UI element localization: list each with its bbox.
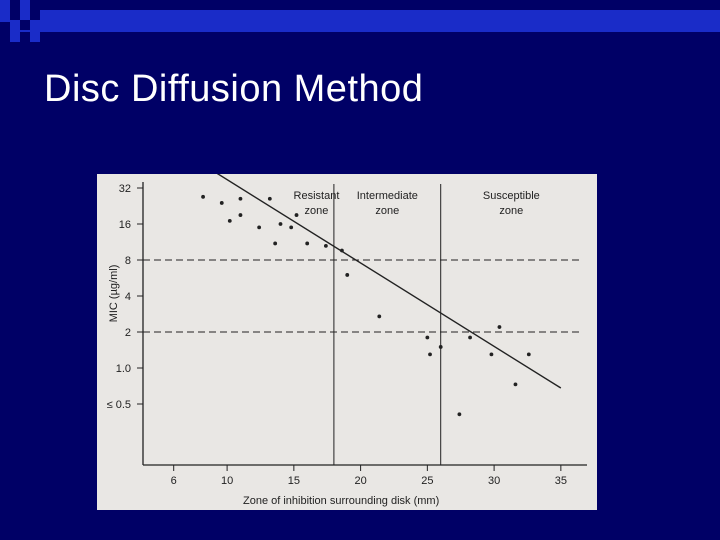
y-tick-label: 1.0 [116, 363, 131, 375]
regression-line [216, 174, 562, 389]
y-tick-label: 4 [125, 291, 131, 303]
zone-label-line2: zone [499, 205, 523, 217]
zone-label-line1: Resistant [294, 190, 340, 202]
y-tick-label: 32 [119, 183, 131, 195]
data-point [267, 196, 272, 201]
x-tick-label: 20 [354, 475, 366, 487]
data-point [457, 412, 462, 417]
data-point [489, 352, 494, 357]
data-point [497, 325, 502, 329]
y-tick-label: 8 [125, 255, 131, 267]
x-tick-label: 6 [171, 475, 177, 487]
y-tick-label: 2 [125, 327, 131, 339]
data-point [219, 201, 224, 205]
mic-zone-chart: ≤ 0.51.02481632646101520253035 Resistant… [97, 174, 597, 510]
zone-label-line2: zone [375, 205, 399, 217]
data-point [227, 218, 232, 223]
data-point [323, 243, 328, 248]
data-point [238, 213, 243, 217]
x-tick-label: 35 [555, 475, 567, 487]
data-point [513, 382, 518, 387]
data-point [345, 273, 350, 277]
data-point [438, 345, 443, 349]
data-point [289, 225, 294, 230]
zone-label-line1: Intermediate [357, 190, 418, 202]
chart-svg: ≤ 0.51.02481632646101520253035 Resistant… [107, 174, 587, 507]
x-tick-label: 15 [288, 475, 300, 487]
title-band [0, 10, 720, 32]
data-point [257, 225, 262, 230]
y-tick-label: 16 [119, 219, 131, 231]
slide-title: Disc Diffusion Method [44, 68, 424, 110]
y-axis-title: MIC (µg/ml) [108, 265, 120, 323]
x-tick-label: 30 [488, 475, 500, 487]
x-tick-label: 10 [221, 475, 233, 487]
data-point [468, 335, 472, 340]
data-point [428, 352, 432, 357]
zone-label-line1: Susceptible [483, 190, 540, 202]
data-point [294, 213, 299, 217]
data-point [273, 241, 278, 246]
data-point [201, 194, 205, 199]
data-point [377, 314, 382, 319]
data-point [305, 241, 310, 246]
zone-label-line2: zone [305, 205, 329, 217]
data-point [340, 248, 344, 253]
corner-decoration [0, 0, 720, 42]
y-tick-label: ≤ 0.5 [107, 399, 131, 411]
data-point [278, 222, 283, 226]
data-point [238, 196, 243, 201]
data-point [425, 335, 430, 340]
data-point [526, 352, 531, 357]
x-tick-label: 25 [421, 475, 433, 487]
x-axis-title: Zone of inhibition surrounding disk (mm) [243, 495, 439, 507]
